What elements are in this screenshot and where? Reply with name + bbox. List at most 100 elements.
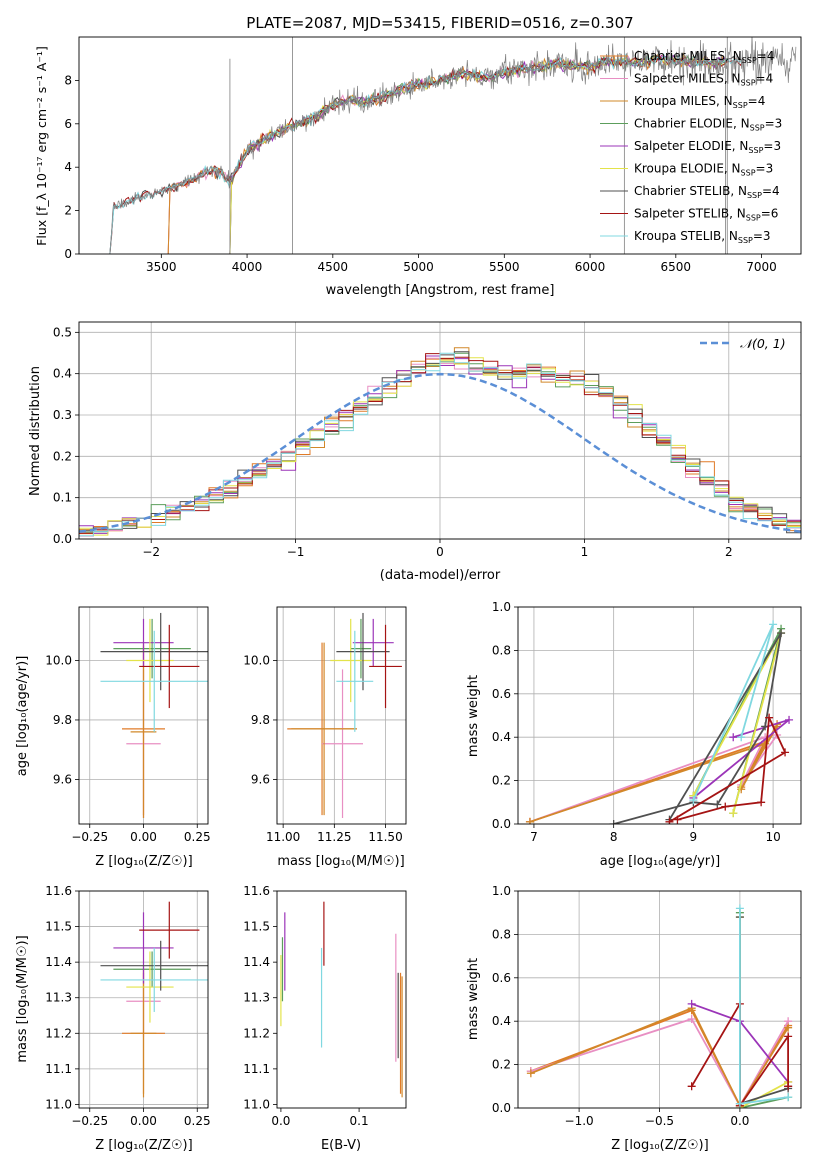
panel-age-vs-mass: 11.00 11.25 11.50 9.6 9.8 10.0 [243,606,407,844]
mass-weight-lines [525,620,794,824]
y-tick-label: 0.4 [492,1014,511,1028]
panel-age-vs-Z: −0.25 0.00 0.25 9.6 9.8 10.0 [45,606,211,844]
y-tick-label: 0.8 [492,927,511,941]
point-marker [761,739,770,748]
point-marker [729,733,738,742]
mass-weight-line [669,714,787,823]
axes-frame [78,890,209,1109]
point-marker [609,820,618,824]
errorbars [280,901,403,1098]
massweight-vs-Z-ylabel: mass weight [466,958,481,1040]
axes-frame [276,606,407,825]
y-tick-label: 1.0 [492,884,511,898]
point-marker [689,796,698,805]
x-tick-label: 4000 [232,260,263,274]
x-tick-label: 0.0 [730,1114,749,1128]
y-tick-label: 0.1 [53,491,72,505]
point-marker [729,809,738,818]
x-tick-label: 8 [610,830,618,844]
y-tick-label: 0.0 [53,532,72,546]
point-marker [784,1082,793,1091]
point-marker [735,1099,744,1108]
x-tick-label: 0.00 [130,830,157,844]
panel-mass-vs-Z: −0.25 0.00 0.25 11.0 11.1 11.2 11.3 11.4 11.5 11.… [45,884,211,1128]
legend-label: Chabrier ELODIE, NSSP=3 [634,117,782,133]
y-tick-label: 9.6 [53,772,72,786]
y-tick-label: 10.0 [45,654,72,668]
axes-frame [78,606,209,825]
x-tick-label: 3500 [146,260,177,274]
y-tick-label: 0.3 [53,408,72,422]
y-tick-label: 11.3 [45,991,72,1005]
y-tick-label: 8 [64,73,72,87]
panel-spectrum: 3500 4000 4500 5000 5500 6000 6500 7000 0 2 4 6 8 Cha… [64,36,802,274]
mass-weight-line [739,912,789,1108]
point-marker [781,748,790,757]
y-tick-label: 11.2 [45,1026,72,1040]
x-tick-label: 0.25 [184,1114,211,1128]
point-marker [737,733,746,742]
y-tick-label: 0.5 [53,325,72,339]
x-tick-label: −0.5 [645,1114,674,1128]
data-spectrum [109,37,797,254]
x-tick-label: −1 [287,545,305,559]
x-tick-label: −2 [142,545,160,559]
model-line [167,55,728,254]
y-tick-label: 11.6 [45,884,72,898]
model-line [109,52,744,254]
mass-weight-line [739,917,789,1105]
y-tick-label: 9.6 [251,772,270,786]
x-tick-label: 0.25 [184,830,211,844]
y-tick-label: 0.6 [492,687,511,701]
legend-label: Salpeter ELODIE, NSSP=3 [634,139,781,155]
y-tick-label: 11.1 [45,1062,72,1076]
axes-frame [517,890,802,1109]
panel-mass-vs-EBV: 0.0 0.1 11.0 11.1 11.2 11.3 11.4 11.5 11.6 [243,884,407,1128]
point-marker [784,1032,793,1041]
massweight-vs-Z-xlabel: Z [log₁₀(Z/Z☉)] [611,1138,708,1153]
x-tick-label: 9 [690,830,698,844]
y-tick-label: 9.8 [251,713,270,727]
y-tick-label: 11.0 [45,1097,72,1111]
y-tick-label: 0.2 [492,774,511,788]
point-marker [777,629,786,638]
x-tick-label: 7 [530,830,538,844]
y-tick-label: 6 [64,117,72,131]
axes-frame [517,606,802,825]
y-tick-label: 0.2 [492,1058,511,1072]
x-tick-label: −1.0 [565,1114,594,1128]
axes-frame [78,36,802,255]
x-tick-label: 0.0 [271,1114,290,1128]
point-marker [687,1082,696,1091]
y-tick-label: 0 [64,247,72,261]
mass-weight-line [739,917,789,1108]
y-tick-label: 0.4 [492,730,511,744]
x-tick-label: −0.25 [71,1114,108,1128]
axes-frame [78,321,802,540]
mass-weight-line [530,1017,789,1108]
residuals-xlabel: (data-model)/error [380,568,501,583]
y-tick-label: 11.6 [243,884,270,898]
errorbars [100,612,208,819]
normal-curve [79,372,801,534]
point-marker [735,904,744,913]
histogram-step [79,352,801,537]
x-tick-label: 7000 [746,260,777,274]
y-tick-label: 11.2 [243,1026,270,1040]
errorbars [100,901,208,1098]
mass-weight-line [529,725,778,823]
x-tick-label: 10 [765,830,780,844]
y-tick-label: 1.0 [492,600,511,614]
y-tick-label: 0.8 [492,643,511,657]
mass-vs-EBV-xlabel: E(B-V) [321,1138,361,1153]
legend-label: Kroupa ELODIE, NSSP=3 [634,162,773,178]
massweight-vs-age-xlabel: age [log₁₀(age/yr)] [600,854,721,869]
legend-label: Kroupa STELIB, NSSP=3 [634,229,771,245]
x-tick-label: −0.25 [71,830,108,844]
axes-frame [276,890,407,1109]
point-marker [721,802,730,811]
x-tick-label: 11.00 [266,830,300,844]
legend-label: Kroupa MILES, NSSP=4 [634,94,765,110]
y-tick-label: 11.4 [45,955,72,969]
point-marker [526,1069,535,1078]
